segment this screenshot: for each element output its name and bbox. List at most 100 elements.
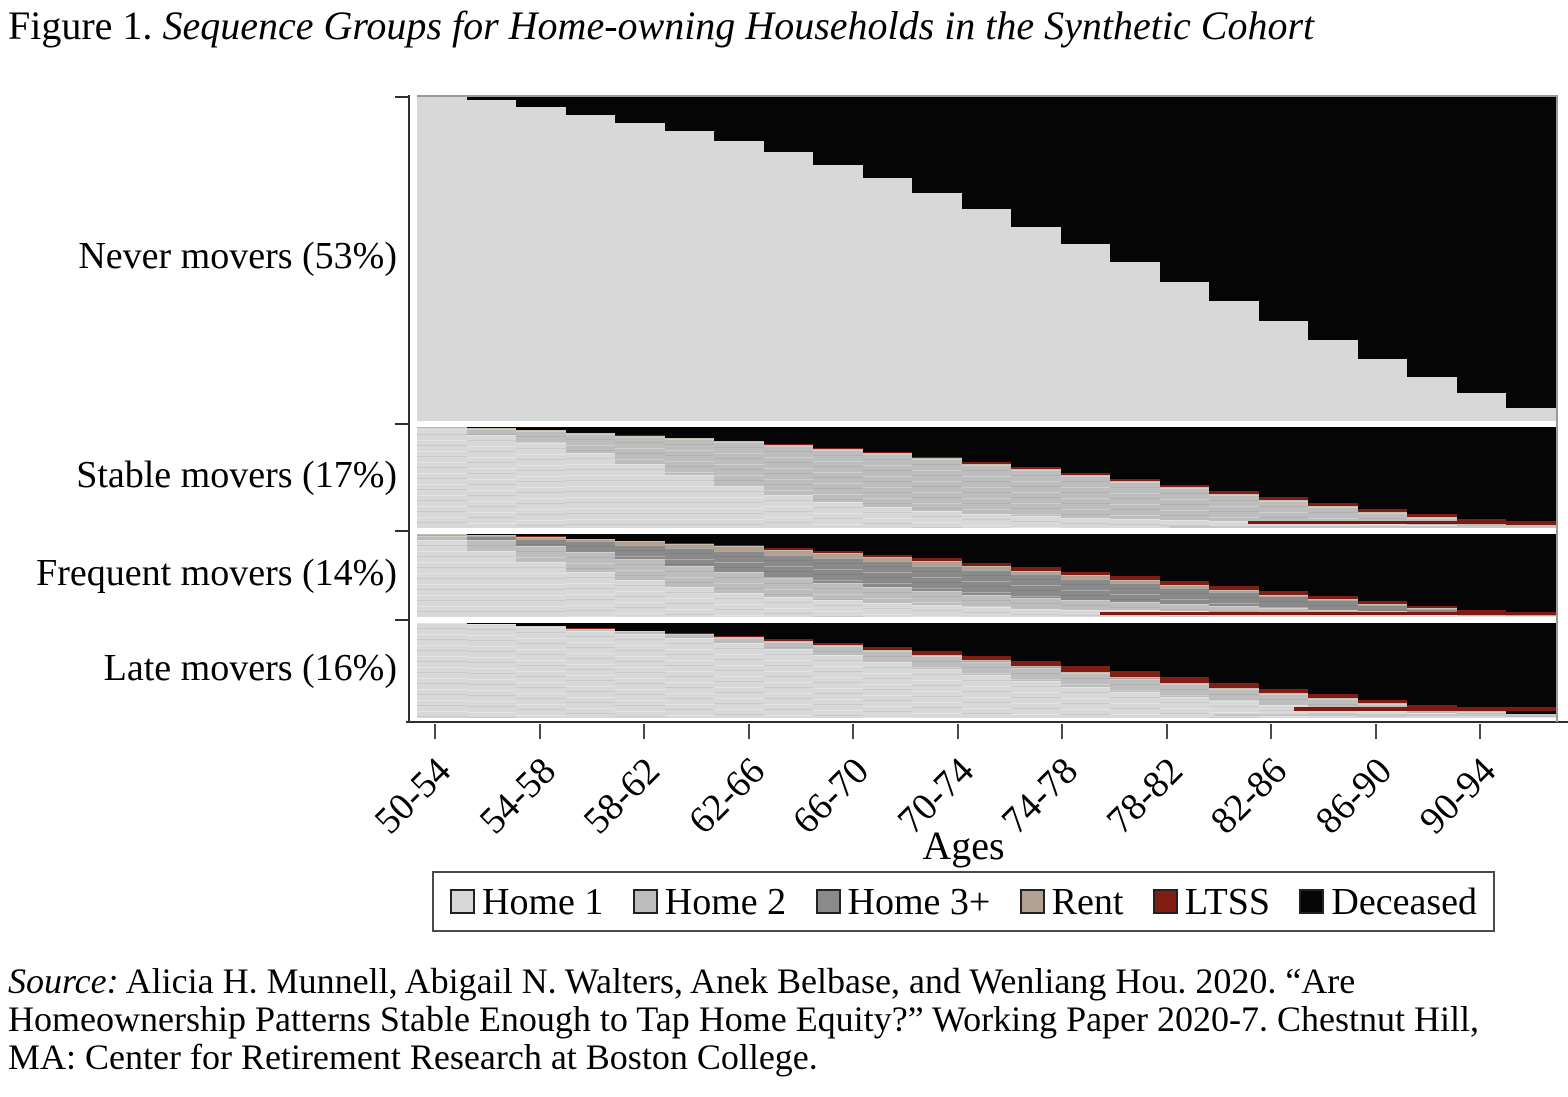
state-segment-home1 — [961, 513, 1013, 528]
state-segment-deceased — [466, 427, 518, 428]
sequence-column — [1209, 534, 1260, 617]
sequence-column — [466, 97, 518, 421]
sequence-plot-area: 50-54 54-58 58-62 62-66 66-70 70-74 74-78 78-82… — [367, 95, 1568, 842]
sequence-column — [615, 623, 666, 718]
state-segment-home1 — [466, 624, 518, 718]
y-axis-tick — [395, 423, 409, 425]
sequence-column — [961, 427, 1013, 528]
state-segment-ltss — [1011, 567, 1062, 571]
state-segment-ltss — [1357, 508, 1409, 513]
sequence-column — [565, 623, 617, 718]
state-segment-deceased — [1308, 97, 1359, 340]
y-axis-tick — [395, 96, 409, 98]
sequence-column — [1258, 623, 1310, 718]
state-segment-deceased — [1060, 97, 1112, 245]
state-segment-home1 — [912, 192, 963, 421]
state-segment-home1 — [516, 106, 567, 421]
state-segment-home1 — [714, 592, 765, 617]
state-segment-home1 — [664, 638, 716, 718]
state-segment-deceased — [1407, 427, 1458, 515]
state-segment-home2 — [1060, 673, 1112, 687]
state-segment-ltss — [1159, 484, 1211, 488]
state-segment-home2 — [961, 661, 1013, 676]
state-segment-home1 — [1308, 708, 1359, 718]
state-segment-home2 — [1308, 609, 1359, 614]
sequence-column — [516, 427, 567, 528]
state-segment-home1 — [1060, 517, 1112, 528]
state-segment-ltss — [615, 435, 666, 436]
state-segment-home2 — [862, 587, 914, 603]
state-segment-home2 — [1506, 525, 1556, 527]
x-axis-tick — [1270, 724, 1272, 739]
state-segment-ltss — [1308, 694, 1359, 699]
state-segment-home1 — [862, 602, 914, 617]
state-segment-rent — [1011, 570, 1062, 575]
state-segment-rent — [565, 538, 617, 542]
x-axis-tick — [956, 724, 959, 739]
state-segment-home1 — [1308, 613, 1359, 617]
state-segment-home1 — [664, 475, 716, 528]
sequence-column — [615, 427, 666, 528]
state-segment-home1 — [1258, 704, 1310, 718]
state-segment-ltss — [1209, 586, 1260, 591]
state-segment-home2 — [714, 637, 765, 643]
state-segment-home1 — [1209, 301, 1260, 421]
state-segment-home3plus — [1357, 604, 1409, 612]
legend-item-home-3: Home 3+ — [815, 880, 990, 924]
state-segment-home2 — [1060, 600, 1112, 610]
state-segment-deceased — [714, 427, 765, 441]
figure-title-text: Sequence Groups for Home-owning Househol… — [162, 3, 1315, 48]
sequence-column — [466, 623, 518, 718]
state-segment-rent — [516, 536, 567, 539]
x-axis-tick — [852, 724, 854, 739]
state-segment-deceased — [912, 427, 963, 457]
state-segment-home1 — [1506, 408, 1556, 421]
sequence-column — [516, 97, 567, 421]
state-segment-home2 — [516, 626, 567, 628]
sequence-column — [565, 427, 617, 528]
state-segment-home1 — [1060, 244, 1112, 421]
state-segment-home1 — [813, 501, 864, 528]
state-segment-home1 — [565, 630, 617, 718]
state-segment-deceased — [1110, 534, 1161, 577]
sequence-column — [1159, 97, 1211, 421]
state-segment-rent — [1407, 707, 1458, 709]
state-segment-ltss — [1258, 496, 1310, 500]
state-segment-deceased — [763, 97, 815, 153]
state-segment-ltss — [1110, 576, 1161, 581]
sequence-column — [1407, 97, 1458, 421]
state-segment-home2 — [714, 442, 765, 486]
state-segment-home2 — [615, 631, 666, 635]
sequence-column — [1011, 623, 1062, 718]
state-segment-ltss — [1209, 490, 1260, 494]
state-segment-deceased — [763, 623, 815, 640]
state-segment-home1 — [1060, 686, 1112, 718]
band-never-movers — [417, 97, 1556, 421]
state-segment-home1 — [516, 562, 567, 617]
state-segment-home1 — [615, 634, 666, 718]
sequence-column — [1456, 427, 1508, 528]
state-segment-home2 — [1159, 488, 1211, 520]
sequence-column — [615, 534, 666, 617]
state-segment-home2 — [1011, 470, 1062, 516]
sequence-column — [1407, 623, 1458, 718]
state-segment-home2 — [912, 459, 963, 511]
state-segment-deceased — [1407, 97, 1458, 378]
x-axis-tick — [747, 724, 750, 739]
sequence-column — [1258, 427, 1310, 528]
state-segment-home1 — [813, 165, 864, 421]
state-segment-rent — [1308, 698, 1359, 700]
state-segment-deceased — [466, 623, 518, 624]
state-segment-ltss — [862, 452, 914, 454]
state-segment-home2 — [1060, 476, 1112, 518]
state-segment-home1 — [1209, 520, 1260, 528]
state-segment-home2 — [664, 634, 716, 639]
state-segment-rent — [1011, 666, 1062, 668]
state-segment-home1 — [1308, 340, 1359, 421]
state-segment-deceased — [1258, 623, 1310, 689]
state-segment-home3plus — [1209, 592, 1260, 607]
state-segment-deceased — [1110, 623, 1161, 672]
state-segment-ltss — [1209, 682, 1260, 689]
sequence-column — [1209, 623, 1260, 718]
